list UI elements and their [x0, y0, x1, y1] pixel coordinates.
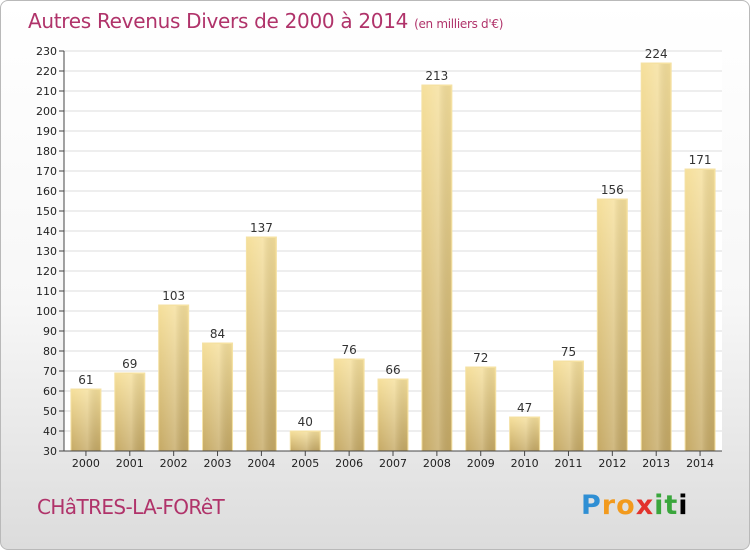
- y-tick-label: 60: [43, 385, 57, 398]
- y-tick-label: 160: [36, 185, 57, 198]
- y-tick-label: 230: [36, 45, 57, 58]
- y-tick-label: 80: [43, 345, 57, 358]
- value-label-2002: 103: [162, 289, 185, 303]
- x-tick-label-2005: 2005: [291, 457, 319, 470]
- bar-highlight: [247, 238, 276, 451]
- y-tick-label: 140: [36, 225, 57, 238]
- y-tick-label: 200: [36, 105, 57, 118]
- x-axis: 2000 2001 2002 2003 2004 2005 2006 2007 2008 2009…: [64, 450, 722, 470]
- value-label-2003: 84: [210, 327, 225, 341]
- value-label-2010: 47: [517, 401, 532, 415]
- value-label-2001: 69: [122, 357, 137, 371]
- value-label-2013: 224: [645, 47, 668, 61]
- bar-highlight: [71, 390, 100, 451]
- x-tick-label-2007: 2007: [379, 457, 407, 470]
- y-tick-label: 150: [36, 205, 57, 218]
- x-tick-label-2002: 2002: [160, 457, 188, 470]
- bar-highlight: [510, 418, 539, 451]
- chart-title: Autres Revenus Divers de 2000 à 2014 (en …: [28, 9, 503, 33]
- y-tick-label: 90: [43, 325, 57, 338]
- x-tick-label-2003: 2003: [204, 457, 232, 470]
- y-tick-label: 100: [36, 305, 57, 318]
- proxiti-logo: Proxiti: [581, 490, 689, 521]
- value-label-2004: 137: [250, 221, 273, 235]
- chart-title-text: Autres Revenus Divers de 2000 à 2014: [28, 9, 409, 33]
- y-tick-label: 130: [36, 245, 57, 258]
- bar-highlight: [598, 200, 627, 451]
- y-tick-label: 30: [43, 445, 57, 458]
- y-tick-label: 180: [36, 145, 57, 158]
- x-tick-label-2001: 2001: [116, 457, 144, 470]
- value-label-2009: 72: [473, 351, 488, 365]
- value-label-2007: 66: [385, 363, 400, 377]
- y-tick-label: 110: [36, 285, 57, 298]
- y-tick-label: 40: [43, 425, 57, 438]
- y-tick-label: 170: [36, 165, 57, 178]
- value-label-2000: 61: [78, 373, 93, 387]
- value-label-2008: 213: [425, 69, 448, 83]
- x-tick-label-2012: 2012: [598, 457, 626, 470]
- bar-highlight: [159, 306, 188, 451]
- bar-highlight: [203, 344, 232, 451]
- x-tick-label-2008: 2008: [423, 457, 451, 470]
- chart-unit: (en milliers d'€): [414, 17, 504, 31]
- x-tick-label-2000: 2000: [72, 457, 100, 470]
- value-label-2012: 156: [601, 183, 624, 197]
- bar-highlight: [291, 432, 320, 451]
- x-tick-label-2009: 2009: [467, 457, 495, 470]
- bar-highlight: [379, 380, 407, 451]
- bar-highlight: [466, 368, 495, 451]
- bar-highlight: [115, 374, 144, 451]
- commune-name: CHâTRES-LA-FORêT: [37, 495, 225, 519]
- y-tick-label: 70: [43, 365, 57, 378]
- y-axis: 30 40 50 60 70 80 90 100 110 120 130 140 150 160 170 18…: [36, 45, 65, 458]
- bar-highlight: [422, 86, 451, 451]
- bars: 61 69 103 84 137 40 76 66 213 72 47 75 156 224 171: [70, 47, 716, 452]
- bar-highlight: [335, 360, 364, 451]
- y-tick-label: 210: [36, 85, 57, 98]
- x-tick-label-2013: 2013: [642, 457, 670, 470]
- bar-highlight: [686, 170, 715, 451]
- x-tick-label-2006: 2006: [335, 457, 363, 470]
- value-label-2011: 75: [561, 345, 576, 359]
- bar-highlight: [554, 362, 583, 451]
- y-tick-label: 190: [36, 125, 57, 138]
- bar-highlight: [642, 64, 671, 451]
- y-tick-label: 120: [36, 265, 57, 278]
- value-label-2014: 171: [689, 153, 712, 167]
- x-tick-label-2014: 2014: [686, 457, 714, 470]
- value-label-2006: 76: [341, 343, 356, 357]
- x-tick-label-2004: 2004: [247, 457, 275, 470]
- value-label-2005: 40: [298, 415, 313, 429]
- y-tick-label: 220: [36, 65, 57, 78]
- x-tick-label-2011: 2011: [554, 457, 582, 470]
- x-tick-label-2010: 2010: [511, 457, 539, 470]
- y-tick-label: 50: [43, 405, 57, 418]
